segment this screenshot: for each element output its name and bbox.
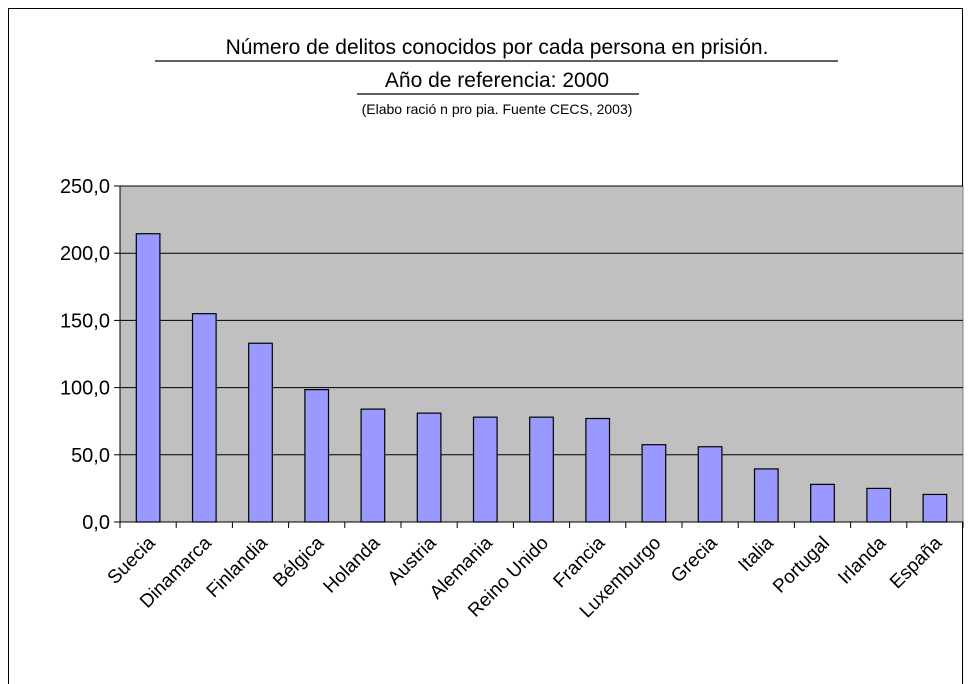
- y-tick-label: 250,0: [60, 176, 110, 198]
- y-tick-label: 0,0: [82, 512, 110, 534]
- bar-dinamarca: [191, 313, 217, 523]
- chart-subtitle: (Elabo ració n pro pia. Fuente CECS, 200…: [362, 101, 633, 117]
- x-tick-label: Holanda: [320, 532, 385, 597]
- y-tick-label: 150,0: [60, 310, 110, 332]
- bar-reino-unido: [529, 416, 554, 523]
- chart-title: Número de delitos conocidos por cada per…: [226, 36, 769, 59]
- x-tick-label: Suecia: [104, 532, 160, 588]
- bars: [135, 233, 948, 523]
- bar-portugal: [810, 483, 835, 523]
- bar-austria: [416, 412, 442, 523]
- y-tick-label: 200,0: [60, 243, 110, 265]
- x-tick-label: Irlanda: [834, 532, 890, 588]
- bar-francia: [585, 417, 611, 523]
- y-tick-label: 100,0: [60, 378, 110, 400]
- bar-italia: [753, 468, 779, 523]
- x-tick-label: Portugal: [769, 533, 834, 598]
- x-tick-label: Grecia: [667, 532, 722, 587]
- bar-luxemburgo: [641, 444, 667, 523]
- y-tick-labels: 0,0 50,0 100,0 150,0 200,0 250,0: [60, 176, 110, 534]
- bar-bélgica: [304, 389, 330, 523]
- bar-suecia: [135, 233, 161, 523]
- x-tick-label: Austria: [384, 532, 441, 589]
- axes: [119, 186, 964, 528]
- x-tick-label: Finlandia: [203, 532, 273, 602]
- bar-alemania: [472, 416, 498, 523]
- y-tick-label: 50,0: [71, 445, 110, 467]
- x-tick-label: España: [886, 532, 947, 593]
- bar-finlandia: [248, 342, 273, 523]
- bar-holanda: [360, 408, 386, 523]
- bar-españa: [922, 493, 948, 523]
- x-tick-label: Italia: [735, 532, 779, 576]
- bar-irlanda: [866, 487, 892, 523]
- chart-title-line2: Año de referencia: 2000: [385, 69, 609, 92]
- bar-grecia: [697, 446, 723, 523]
